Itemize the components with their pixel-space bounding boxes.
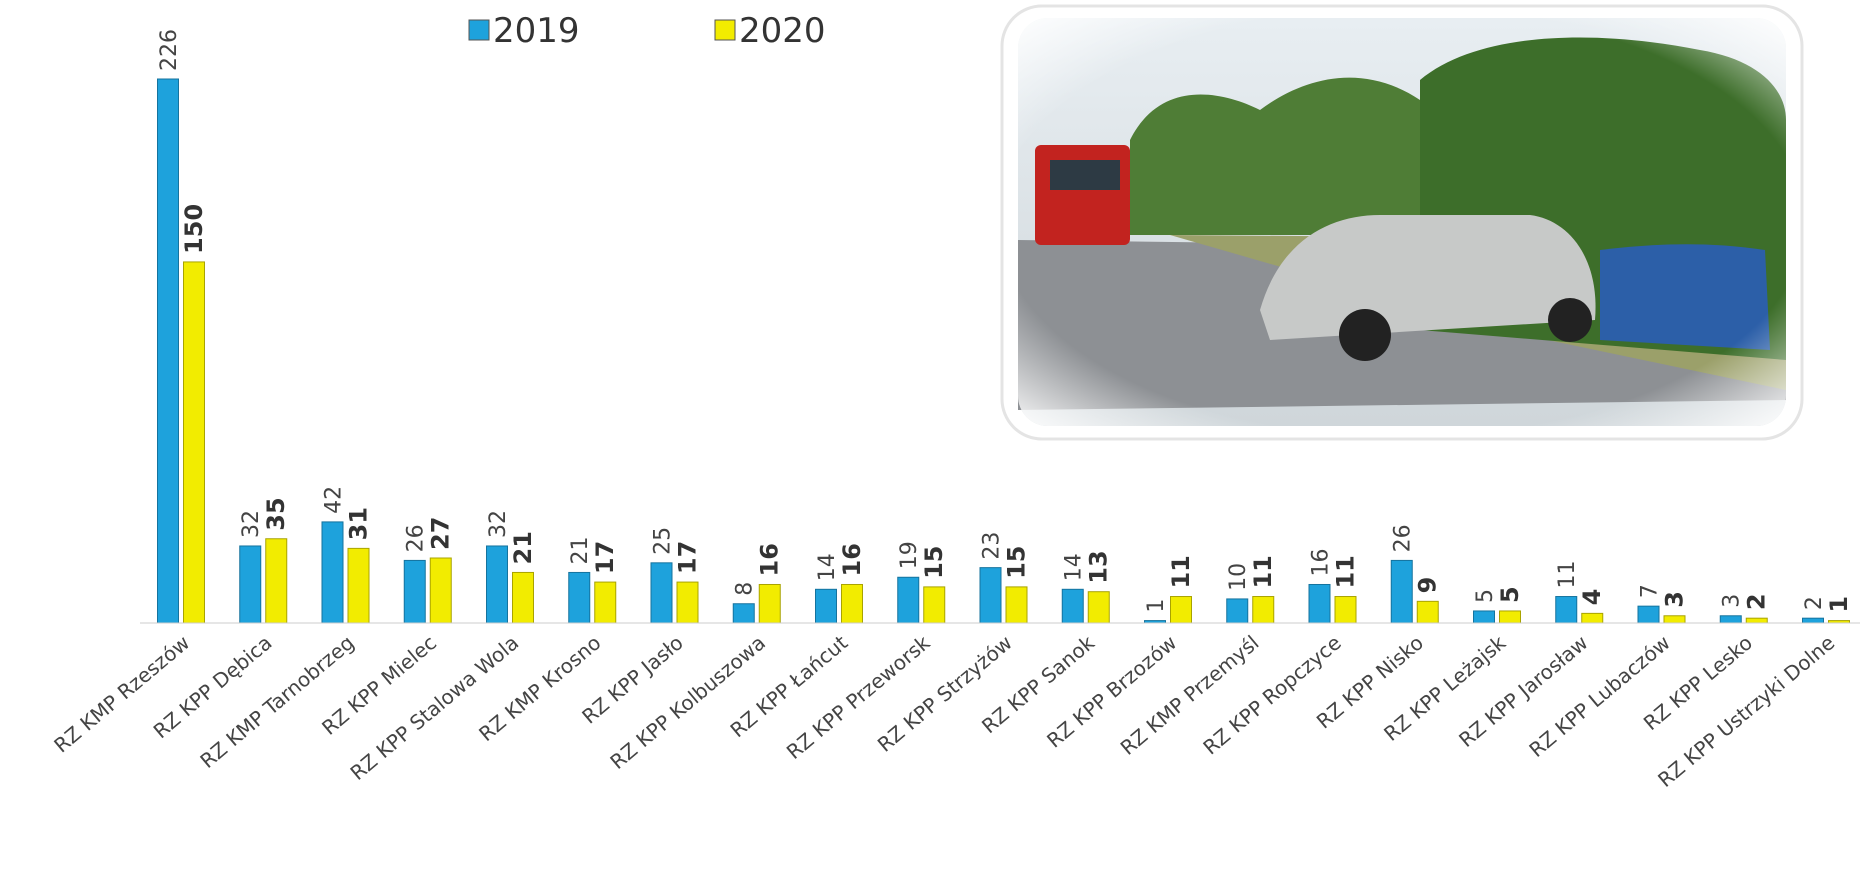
data-label: 14: [815, 553, 840, 581]
bar: [1581, 612, 1604, 624]
bar: [429, 557, 452, 624]
bar: [486, 545, 508, 624]
data-label: 32: [486, 510, 511, 538]
data-label: 7: [1638, 584, 1663, 598]
data-label: 1: [1144, 599, 1169, 613]
bar: [732, 603, 755, 624]
x-tick-label: RZ KMP Tarnobrzeg: [195, 630, 358, 773]
x-tick-label: RZ KMP Przemyśl: [1116, 630, 1264, 759]
data-label: 16: [838, 543, 866, 576]
data-label: 32: [239, 510, 264, 538]
bar: [512, 571, 534, 624]
bar: [1637, 605, 1660, 624]
bar: [239, 545, 262, 624]
x-tick-label: RZ KPP Ropczyce: [1198, 630, 1345, 759]
data-label: 11: [1555, 561, 1580, 589]
data-label: 21: [568, 536, 593, 564]
bar: [650, 562, 673, 624]
data-label: 27: [427, 517, 455, 550]
bar: [157, 78, 179, 624]
data-label: 23: [980, 532, 1005, 560]
bar: [923, 586, 946, 624]
data-label: 150: [180, 204, 208, 254]
data-label: 26: [1391, 524, 1416, 552]
data-label: 17: [591, 541, 619, 574]
data-label: 25: [651, 527, 676, 555]
data-label: 2: [1743, 593, 1771, 610]
data-label: 35: [262, 497, 290, 530]
bar: [1334, 596, 1357, 624]
photo: [1000, 4, 1804, 441]
bar: [897, 576, 920, 624]
bar: [594, 581, 617, 624]
bar: [1390, 559, 1413, 624]
data-label: 2: [1802, 596, 1827, 610]
data-label: 31: [345, 507, 373, 540]
legend-swatch: [714, 19, 736, 41]
bar: [265, 538, 288, 624]
bar: [1719, 615, 1742, 624]
data-label: 14: [1062, 553, 1087, 581]
data-label: 9: [1414, 577, 1442, 594]
bar: [676, 581, 699, 624]
bar: [321, 521, 344, 624]
bar: [1802, 617, 1824, 624]
x-tick-label: RZ KMP Rzeszów: [49, 630, 194, 757]
data-label: 11: [1167, 555, 1195, 588]
data-label: 11: [1332, 555, 1360, 588]
data-label: 19: [897, 541, 922, 569]
data-label: 3: [1661, 591, 1689, 608]
data-label: 11: [1249, 555, 1277, 588]
bar: [1226, 598, 1249, 624]
data-label: 13: [1085, 550, 1113, 583]
data-label: 17: [674, 541, 702, 574]
bar: [568, 571, 591, 624]
bar: [1555, 596, 1578, 624]
x-tick-label: RZ KPP Kolbuszowa: [605, 630, 770, 773]
bar: [815, 588, 837, 624]
bar: [347, 547, 370, 624]
bar: [1087, 591, 1110, 624]
bar: [403, 559, 426, 624]
data-label: 16: [1309, 548, 1334, 576]
data-label: 15: [1003, 545, 1031, 578]
data-label: 10: [1226, 563, 1251, 591]
bar: [1252, 596, 1275, 624]
data-label: 226: [157, 29, 182, 71]
bar: [1745, 617, 1768, 624]
bar: [979, 567, 1002, 624]
bar: [841, 583, 863, 624]
bar: [1499, 610, 1521, 624]
data-label: 5: [1496, 586, 1524, 603]
bar: [183, 261, 205, 624]
data-label: 16: [756, 543, 784, 576]
x-tick-label: RZ KPP Strzyżów: [873, 630, 1017, 756]
data-label: 42: [322, 486, 347, 514]
data-label: 26: [404, 524, 429, 552]
legend-label: 2019: [493, 11, 580, 51]
data-label: 4: [1578, 589, 1606, 606]
data-label: 5: [1473, 589, 1498, 603]
legend-swatch: [468, 19, 490, 41]
legend-label: 2020: [739, 11, 826, 51]
bar: [1416, 600, 1439, 624]
x-tick-label: RZ KPP Przeworsk: [782, 630, 935, 764]
bar: [1061, 588, 1084, 624]
bar: [1663, 615, 1686, 624]
bar: [1308, 583, 1331, 624]
data-label: 1: [1825, 596, 1853, 613]
bar: [1005, 586, 1028, 624]
x-tick-label: RZ KPP Lubaczów: [1524, 630, 1674, 762]
bar: [1170, 596, 1192, 624]
data-label: 8: [733, 582, 758, 596]
data-label: 21: [509, 531, 537, 564]
data-label: 15: [920, 545, 948, 578]
bar: [758, 583, 781, 624]
data-label: 3: [1720, 594, 1745, 608]
bar: [1473, 610, 1495, 624]
